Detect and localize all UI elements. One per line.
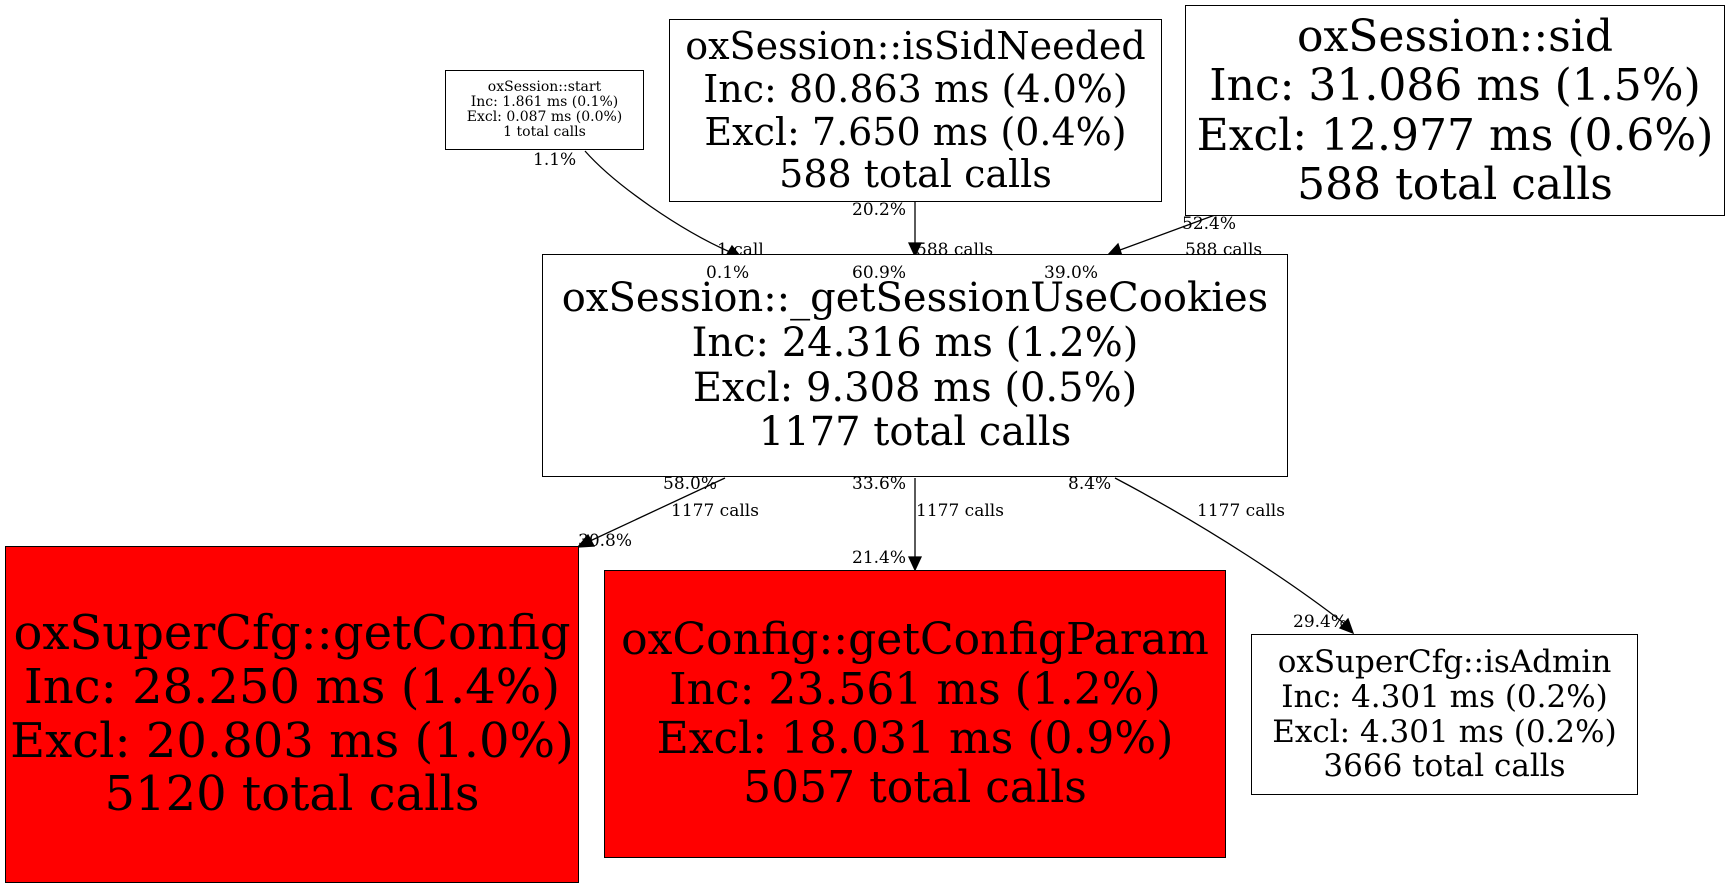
node-exclusive-time: Excl: 20.803 ms (1.0%) <box>10 712 574 769</box>
node-exclusive-time: Excl: 18.031 ms (0.9%) <box>656 713 1174 764</box>
edge-head-percent: 30.8% <box>578 531 633 551</box>
node-total-calls: 5120 total calls <box>104 766 480 823</box>
edge-call-count: 1177 calls <box>1197 501 1285 521</box>
edge-head-percent: 29.4% <box>1293 612 1348 632</box>
edge-head-percent: 60.9% <box>852 263 907 283</box>
node-oxsession-start[interactable]: oxSession::start Inc: 1.861 ms (0.1%) Ex… <box>445 70 644 150</box>
edge-arrowhead <box>907 242 923 258</box>
node-total-calls: 1 total calls <box>503 124 586 141</box>
edge-call-count: 588 calls <box>1185 240 1263 260</box>
node-title: oxSession::sid <box>1296 10 1613 62</box>
node-inclusive-time: Inc: 28.250 ms (1.4%) <box>23 658 561 715</box>
node-exclusive-time: Excl: 0.087 ms (0.0%) <box>466 109 623 125</box>
edge-tail-percent: 52.4% <box>1182 214 1237 234</box>
node-title: oxSession::isSidNeeded <box>685 24 1146 69</box>
node-exclusive-time: Excl: 12.977 ms (0.6%) <box>1196 109 1714 161</box>
edge-arrowhead <box>907 556 923 572</box>
edge-center-to-isadmin <box>1114 477 1346 625</box>
node-total-calls: 5057 total calls <box>743 762 1087 814</box>
edge-call-count: 588 calls <box>916 240 994 260</box>
node-inclusive-time: Inc: 4.301 ms (0.2%) <box>1281 678 1608 715</box>
edge-arrowhead <box>576 533 596 548</box>
edge-head-percent: 39.0% <box>1044 263 1099 283</box>
node-oxsession-getsessionusecookies[interactable]: oxSession::_getSessionUseCookies Inc: 24… <box>542 254 1288 477</box>
edge-start-to-center <box>584 150 731 253</box>
edge-tail-percent: 33.6% <box>852 474 907 494</box>
edge-sid-to-center <box>1119 214 1216 251</box>
node-total-calls: 588 total calls <box>1297 158 1613 210</box>
node-oxconfig-getconfigparam[interactable]: oxConfig::getConfigParam Inc: 23.561 ms … <box>604 570 1226 858</box>
edge-tail-percent: 20.2% <box>852 200 907 220</box>
node-total-calls: 3666 total calls <box>1323 748 1566 785</box>
node-oxsupercfg-isadmin[interactable]: oxSuperCfg::isAdmin Inc: 4.301 ms (0.2%)… <box>1251 634 1638 795</box>
node-title: oxSuperCfg::getConfig <box>13 605 571 661</box>
node-total-calls: 1177 total calls <box>758 409 1072 456</box>
node-oxsession-issidneeded[interactable]: oxSession::isSidNeeded Inc: 80.863 ms (4… <box>669 19 1162 202</box>
edge-call-count: 1177 calls <box>916 501 1004 521</box>
edge-tail-percent: 1.1% <box>533 150 577 170</box>
edge-tail-percent: 58.0% <box>663 474 718 494</box>
node-title: oxConfig::getConfigParam <box>621 614 1209 666</box>
node-title: oxSession::start <box>487 78 602 95</box>
edge-arrowhead <box>1338 617 1355 635</box>
node-title: oxSession::_getSessionUseCookies <box>561 274 1269 321</box>
edge-call-count: 1177 calls <box>671 501 759 521</box>
edge-center-to-getcfg <box>589 477 726 542</box>
node-inclusive-time: Inc: 31.086 ms (1.5%) <box>1209 60 1701 112</box>
node-exclusive-time: Excl: 7.650 ms (0.4%) <box>704 109 1127 154</box>
node-inclusive-time: Inc: 1.861 ms (0.1%) <box>470 93 619 110</box>
edge-call-count: 1 call <box>717 240 764 260</box>
node-oxsupercfg-getconfig[interactable]: oxSuperCfg::getConfig Inc: 28.250 ms (1.… <box>5 546 579 883</box>
edge-tail-percent: 8.4% <box>1068 474 1112 494</box>
edge-head-percent: 0.1% <box>706 263 750 283</box>
node-oxsession-sid[interactable]: oxSession::sid Inc: 31.086 ms (1.5%) Exc… <box>1185 5 1725 216</box>
node-exclusive-time: Excl: 9.308 ms (0.5%) <box>692 364 1138 411</box>
node-exclusive-time: Excl: 4.301 ms (0.2%) <box>1272 713 1617 750</box>
node-inclusive-time: Inc: 80.863 ms (4.0%) <box>703 66 1128 111</box>
node-total-calls: 588 total calls <box>779 152 1052 197</box>
node-inclusive-time: Inc: 23.561 ms (1.2%) <box>669 663 1161 715</box>
node-title: oxSuperCfg::isAdmin <box>1277 644 1612 681</box>
node-inclusive-time: Inc: 24.316 ms (1.2%) <box>691 319 1139 366</box>
edge-head-percent: 21.4% <box>852 548 907 568</box>
